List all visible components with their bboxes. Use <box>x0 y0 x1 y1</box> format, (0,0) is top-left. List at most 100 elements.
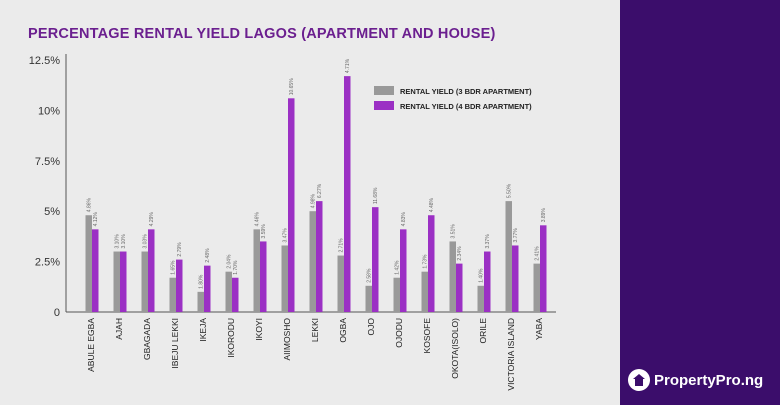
bar <box>477 285 484 312</box>
bar <box>393 277 400 312</box>
bar <box>540 225 547 312</box>
x-tick-label: GBAGADA <box>142 318 152 360</box>
data-label: 3.47% <box>283 228 289 243</box>
data-label: 4.71% <box>345 58 351 73</box>
bar <box>421 271 428 312</box>
legend-swatch <box>374 101 394 110</box>
bar <box>372 207 379 312</box>
bar <box>533 263 540 312</box>
bar <box>176 259 183 312</box>
x-tick-label: IKORODU <box>226 318 236 358</box>
bar <box>456 263 463 312</box>
x-tick-label: YABA <box>534 318 544 340</box>
data-label: 2.48% <box>205 248 211 263</box>
bar <box>260 241 267 312</box>
y-tick-label: 12.5% <box>29 55 60 67</box>
data-label: 1.73% <box>423 254 429 269</box>
data-label: 10.65% <box>289 78 295 96</box>
brand-logo[interactable]: PropertyPro.ng <box>628 366 774 394</box>
bar <box>148 229 155 312</box>
legend-label: RENTAL YIELD (3 BDR APARTMENT) <box>400 87 532 96</box>
bar <box>400 229 407 312</box>
data-label: 4.86% <box>87 198 93 213</box>
bar <box>281 245 288 312</box>
data-label: 1.65% <box>171 260 177 275</box>
x-tick-label: OJO <box>366 318 376 336</box>
bar <box>225 271 232 312</box>
bar <box>141 251 148 312</box>
chart-title: PERCENTAGE RENTAL YIELD LAGOS (APARTMENT… <box>28 26 496 42</box>
data-label: 4.98% <box>311 193 317 208</box>
data-label: 2.34% <box>457 246 463 261</box>
bar <box>253 229 260 312</box>
x-tick-label: AJAH <box>114 318 124 340</box>
brand-name: PropertyPro.ng <box>654 371 764 389</box>
data-label: 4.48% <box>429 198 435 213</box>
data-label: 6.27% <box>317 183 323 198</box>
bar <box>428 215 435 312</box>
x-tick-label: IKOYI <box>254 318 264 341</box>
data-label: 3.89% <box>541 208 547 223</box>
bar <box>449 241 456 312</box>
bar <box>365 285 372 312</box>
data-label: 1.40% <box>479 268 485 283</box>
bar-chart: 0 2.5% 5% 7.5% 10% 12.5% 4.86%4.12% ABULE EGBA… <box>29 54 556 391</box>
bar <box>232 277 239 312</box>
x-tick-label: VICTORIA ISLAND <box>506 318 516 391</box>
data-label: 3.10% <box>115 234 121 249</box>
bar <box>512 245 519 312</box>
data-label: 1.70% <box>233 260 239 275</box>
bar <box>197 291 204 312</box>
house-icon <box>628 369 650 391</box>
data-label: 2.04% <box>227 254 233 269</box>
data-label: 3.37% <box>485 234 491 249</box>
data-label: 4.83% <box>401 212 407 227</box>
legend-label: RENTAL YIELD (4 BDR APARTMENT) <box>400 102 532 111</box>
chart-area: PERCENTAGE RENTAL YIELD LAGOS (APARTMENT… <box>28 26 556 391</box>
x-tick-label: OJODU <box>394 318 404 348</box>
data-label: 3.59% <box>261 224 267 239</box>
bar <box>92 229 99 312</box>
bar <box>288 98 295 312</box>
data-label: 2.71% <box>339 238 345 253</box>
data-label: 3.10% <box>121 234 127 249</box>
data-label: 4.46% <box>255 212 261 227</box>
bar <box>309 211 316 312</box>
data-label: 11.68% <box>373 187 379 204</box>
data-label: 4.29% <box>149 212 155 227</box>
data-label: 5.50% <box>507 183 513 198</box>
bar <box>316 201 323 312</box>
legend-swatch <box>374 86 394 95</box>
x-tick-label: IKEJA <box>198 318 208 342</box>
x-tick-label: AIIMOSHO <box>282 318 292 361</box>
data-label: 3.51% <box>451 224 457 239</box>
brand-panel <box>620 0 780 405</box>
data-label: 1.80% <box>199 274 205 289</box>
bar <box>337 255 344 312</box>
bar <box>113 251 120 312</box>
data-label: 2.58% <box>367 268 373 283</box>
x-tick-label: OKOTA(ISOLO) <box>450 318 460 379</box>
data-label: 4.12% <box>93 212 99 227</box>
data-label: 3.03% <box>143 234 149 249</box>
bar <box>484 251 491 312</box>
y-tick-label: 5% <box>44 206 60 218</box>
x-tick-label: IBEJU LEKKI <box>170 318 180 369</box>
data-label: 3.77% <box>513 228 519 243</box>
x-tick-label: KOSOFE <box>422 318 432 354</box>
bar <box>344 76 351 313</box>
x-tick-label: ORILE <box>478 318 488 344</box>
bar <box>85 215 92 312</box>
x-tick-label: ABULE EGBA <box>86 318 96 372</box>
y-tick-label: 7.5% <box>35 156 60 168</box>
y-tick-label: 2.5% <box>35 257 60 269</box>
bar <box>169 277 176 312</box>
x-tick-label: OGBA <box>338 318 348 343</box>
x-tick-label: LEKKI <box>310 318 320 342</box>
data-label: 1.42% <box>395 260 401 275</box>
bar <box>204 265 211 312</box>
y-tick-label: 0 <box>54 307 60 319</box>
bar <box>505 201 512 312</box>
data-label: 2.79% <box>177 242 183 257</box>
bar <box>120 251 127 312</box>
